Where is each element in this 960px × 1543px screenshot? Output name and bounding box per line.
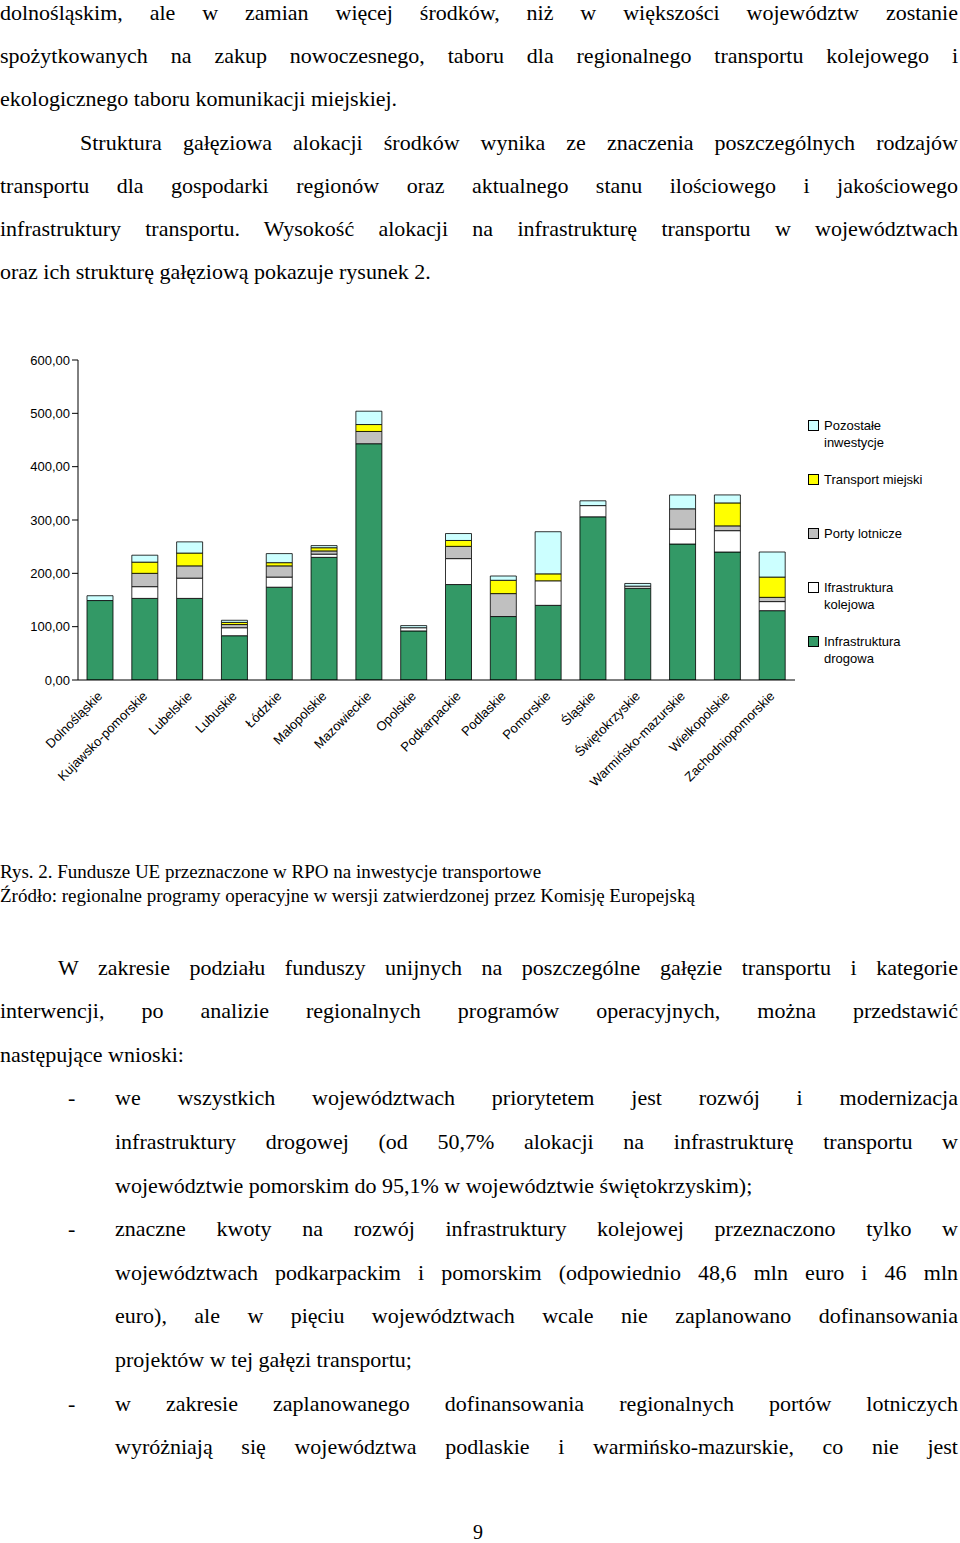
svg-text:Podkarpackie: Podkarpackie: [398, 688, 464, 754]
html-text:we wszystkich województwach pr: we wszystkich województwach priorytetem …: [115, 1085, 958, 1111]
html-text:oraz ich strukturę gałęziową p: oraz ich strukturę gałęziową pokazuje ry…: [0, 259, 431, 285]
html-text:euro), ale w pięciu województw: euro), ale w pięciu województwach wcale …: [115, 1303, 958, 1329]
svg-text:100,00: 100,00: [30, 619, 70, 634]
svg-text:600,00: 600,00: [30, 353, 70, 368]
svg-text:300,00: 300,00: [30, 513, 70, 528]
html-text:województwach podkarpackim i p: województwach podkarpackim i pomorskim (…: [115, 1259, 958, 1285]
html-text:Infrastruktura drogowa: Infrastruktura drogowa: [824, 634, 901, 666]
html-text:dolnośląskim, ale w zamian wię: dolnośląskim, ale w zamian więcej środkó…: [0, 0, 958, 25]
svg-text:Wielkopolskie: Wielkopolskie: [665, 688, 733, 756]
svg-text:Podlaskie: Podlaskie: [458, 688, 509, 739]
svg-text:Pomorskie: Pomorskie: [499, 688, 553, 742]
html-text:województwie pomorskim do 95,1: województwie pomorskim do 95,1% w wojewó…: [115, 1172, 753, 1198]
svg-text:Śląskie: Śląskie: [558, 688, 598, 728]
html-text:transportu dla gospodarki regi: transportu dla gospodarki regionów oraz …: [0, 172, 958, 198]
html-text:spożytkowanych na zakup nowocz: spożytkowanych na zakup nowoczesnego, ta…: [0, 42, 958, 68]
html-text:Źródło: regionalne programy op: Źródło: regionalne programy operacyjne w…: [0, 885, 695, 906]
svg-text:Łódzkie: Łódzkie: [242, 688, 284, 730]
svg-text:Lubelskie: Lubelskie: [146, 688, 195, 737]
html-text:znaczne kwoty na rozwój infras: znaczne kwoty na rozwój infrastruktury k…: [115, 1216, 958, 1242]
svg-text:Kujawsko-pomorskie: Kujawsko-pomorskie: [55, 688, 150, 783]
svg-text:Opolskie: Opolskie: [373, 688, 419, 734]
html-text:ekologicznego taboru komunikac: ekologicznego taboru komunikacji miejski…: [0, 86, 398, 112]
html-text:następujące wnioski:: następujące wnioski:: [0, 1041, 184, 1067]
svg-text:Dolnośląskie: Dolnośląskie: [42, 688, 106, 752]
svg-text:Warmińsko-mazurskie: Warmińsko-mazurskie: [586, 688, 688, 790]
html-text:Pozostałe inwestycje: Pozostałe inwestycje: [824, 418, 884, 450]
html-text:Ifrastruktura kolejowa: Ifrastruktura kolejowa: [824, 580, 894, 612]
html-text:Rys. 2. Fundusze UE przeznaczo: Rys. 2. Fundusze UE przeznaczone w RPO n…: [0, 861, 542, 882]
html-text:interwencji, po analizie regio: interwencji, po analizie regionalnych pr…: [0, 998, 958, 1024]
svg-text:Zachodniopomorskie: Zachodniopomorskie: [682, 688, 778, 784]
html-text:9: 9: [473, 1521, 483, 1543]
html-text:w zakresie zaplanowanego dofin: w zakresie zaplanowanego dofinansowania …: [115, 1390, 958, 1416]
html-text:infrastruktury transportu. Wys: infrastruktury transportu. Wysokość alok…: [0, 216, 958, 242]
svg-text:Małopolskie: Małopolskie: [270, 688, 330, 748]
svg-text:Mazowieckie: Mazowieckie: [311, 688, 374, 751]
html-text:wyróżniają się województwa pod: wyróżniają się województwa podlaskie i w…: [115, 1434, 958, 1460]
svg-text:500,00: 500,00: [30, 406, 70, 421]
html-text:Transport miejski: Transport miejski: [824, 472, 923, 487]
html-text:projektów w tej gałęzi transpo: projektów w tej gałęzi transportu;: [115, 1346, 412, 1372]
svg-text:Świętokrzyskie: Świętokrzyskie: [571, 688, 644, 760]
svg-text:0,00: 0,00: [45, 673, 70, 688]
svg-text:400,00: 400,00: [30, 459, 70, 474]
html-text:W zakresie podziału funduszy u: W zakresie podziału funduszy unijnych na…: [58, 954, 958, 980]
svg-text:200,00: 200,00: [30, 566, 70, 581]
html-text:Porty lotnicze: Porty lotnicze: [824, 526, 902, 541]
html-text:infrastruktury drogowej (od 50: infrastruktury drogowej (od 50,7% alokac…: [115, 1128, 958, 1154]
svg-text:Lubuskie: Lubuskie: [192, 688, 239, 735]
html-text:Struktura gałęziowa alokacji ś: Struktura gałęziowa alokacji środków wyn…: [80, 129, 958, 155]
